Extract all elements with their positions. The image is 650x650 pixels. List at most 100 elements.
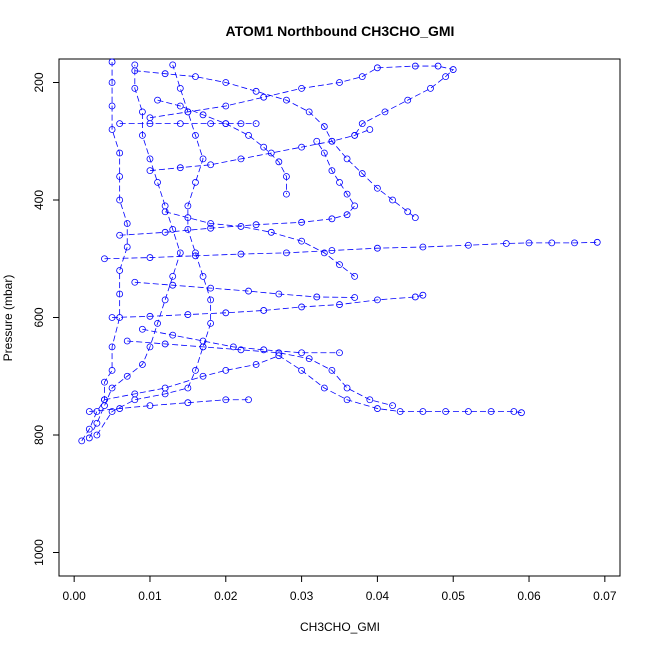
- data-point: [464, 408, 472, 415]
- data-point: [320, 384, 328, 392]
- series-line-3: [89, 399, 249, 412]
- data-point: [298, 218, 305, 226]
- data-point: [374, 405, 381, 412]
- data-point: [123, 220, 131, 227]
- data-point: [343, 211, 351, 219]
- series-line-9: [149, 65, 455, 136]
- data-point: [176, 84, 184, 92]
- data-point: [336, 261, 343, 269]
- data-point: [374, 64, 381, 72]
- x-tick-label: 0.03: [290, 589, 314, 603]
- x-tick-label: 0.07: [593, 589, 617, 603]
- data-point: [245, 131, 252, 139]
- data-point: [237, 120, 245, 128]
- data-point: [298, 84, 305, 92]
- data-point: [192, 178, 199, 186]
- data-point: [237, 346, 245, 354]
- data-point: [502, 240, 510, 247]
- data-point: [199, 272, 207, 280]
- chart-title: ATOM1 Northbound CH3CHO_GMI: [226, 23, 455, 39]
- data-point: [108, 366, 116, 374]
- y-axis: 200 400 600 800 1000: [32, 72, 60, 566]
- data-point: [449, 66, 457, 73]
- data-point: [207, 284, 215, 292]
- data-point: [320, 249, 328, 257]
- data-point: [336, 349, 343, 357]
- data-point: [343, 155, 351, 163]
- data-point: [161, 228, 169, 236]
- data-point: [351, 202, 359, 210]
- data-point: [123, 372, 131, 380]
- data-point: [169, 272, 177, 280]
- data-point: [146, 155, 154, 163]
- data-point: [366, 396, 374, 404]
- series-line-4: [104, 355, 522, 414]
- data-point: [207, 120, 215, 128]
- data-point: [374, 244, 381, 252]
- data-point: [146, 114, 154, 122]
- data-point: [351, 294, 359, 301]
- x-tick-label: 0.06: [517, 589, 541, 603]
- data-point: [108, 408, 116, 415]
- series-line-16: [165, 211, 355, 277]
- data-point: [93, 419, 101, 427]
- data-point: [571, 239, 578, 247]
- y-tick-label: 400: [32, 190, 46, 210]
- data-point: [93, 408, 101, 415]
- data-point: [161, 202, 169, 210]
- data-point: [138, 108, 146, 116]
- data-point: [199, 111, 207, 119]
- data-point: [260, 93, 268, 101]
- data-point: [510, 408, 518, 415]
- data-point: [184, 214, 192, 222]
- series-line-12: [134, 281, 355, 298]
- data-point: [419, 291, 427, 299]
- data-point: [222, 309, 230, 317]
- data-point: [131, 278, 139, 286]
- data-point: [161, 340, 169, 348]
- data-point: [146, 254, 154, 261]
- data-point: [116, 405, 124, 412]
- data-point: [442, 408, 450, 415]
- data-point: [146, 312, 154, 320]
- data-point: [101, 378, 108, 386]
- data-point: [192, 73, 199, 81]
- data-point: [336, 301, 343, 308]
- data-point: [252, 221, 260, 229]
- data-point: [108, 102, 116, 110]
- data-point: [260, 346, 268, 354]
- data-point: [116, 231, 124, 239]
- x-tick-label: 0.04: [366, 589, 390, 603]
- data-point: [229, 343, 237, 351]
- data-point: [411, 293, 419, 301]
- data-point: [101, 255, 108, 263]
- data-point: [192, 131, 199, 139]
- data-point: [146, 402, 154, 410]
- data-point: [138, 325, 146, 333]
- data-point: [116, 290, 124, 298]
- data-point: [351, 131, 359, 139]
- y-axis-label: Pressure (mbar): [1, 275, 15, 362]
- data-point: [116, 120, 124, 128]
- data-point: [260, 143, 268, 151]
- data-point: [108, 314, 116, 321]
- y-tick-label: 200: [32, 72, 46, 92]
- data-point: [138, 131, 146, 139]
- data-point: [320, 123, 328, 130]
- data-point: [305, 108, 313, 116]
- data-point: [131, 390, 139, 398]
- data-point: [237, 223, 245, 230]
- data-point: [108, 384, 116, 392]
- data-point: [411, 214, 419, 222]
- data-point: [267, 228, 275, 236]
- series-line-11: [127, 340, 393, 407]
- data-point: [108, 58, 116, 66]
- data-point: [207, 220, 215, 227]
- data-point: [93, 431, 101, 439]
- series-line-5: [112, 294, 423, 318]
- x-tick-label: 0.05: [442, 589, 466, 603]
- data-point: [328, 137, 336, 145]
- data-point: [298, 366, 305, 374]
- data-point: [389, 402, 396, 410]
- data-point: [85, 425, 93, 433]
